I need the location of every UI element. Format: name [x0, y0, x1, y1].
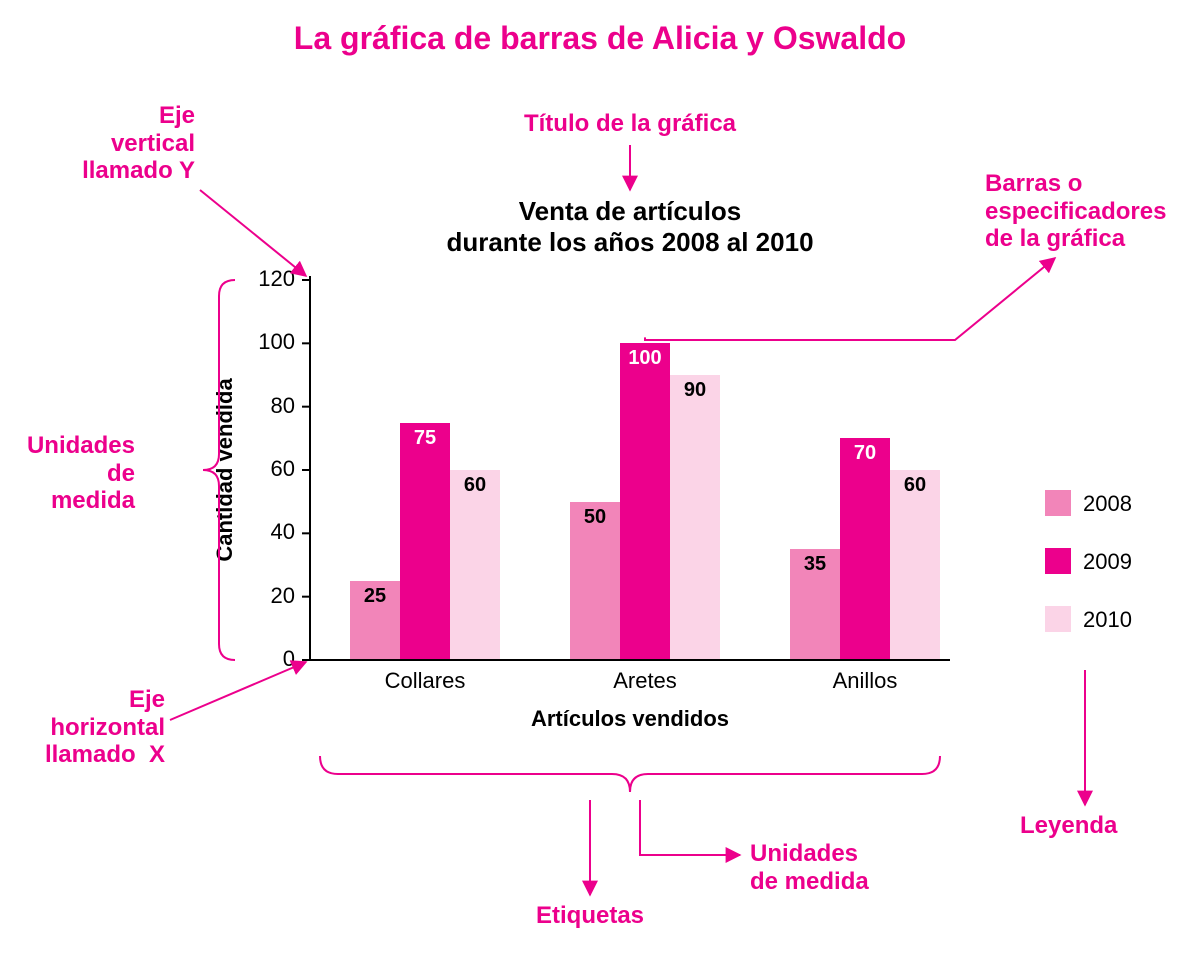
page-title: La gráfica de barras de Alicia y Oswaldo	[0, 20, 1200, 57]
legend-label: 2010	[1083, 607, 1132, 633]
bar	[400, 423, 450, 661]
bar-value-label: 90	[675, 379, 715, 402]
annotation-y-axis: Eje vertical llamado Y	[10, 102, 195, 185]
annotation-x-labels: Etiquetas	[490, 902, 690, 930]
legend-label: 2008	[1083, 491, 1132, 517]
legend-label: 2009	[1083, 549, 1132, 575]
y-tick-label: 40	[240, 519, 295, 545]
y-tick-label: 60	[240, 456, 295, 482]
chart-title-line1: Venta de artículos	[519, 196, 742, 226]
bar-value-label: 60	[455, 474, 495, 497]
stage: La gráfica de barras de Alicia y Oswaldo…	[0, 0, 1200, 961]
x-axis-label: Artículos vendidos	[310, 706, 950, 732]
annotation-x-axis: Eje horizontal llamado X	[0, 686, 165, 769]
y-tick-label: 120	[240, 266, 295, 292]
bar	[450, 470, 500, 660]
bar-value-label: 35	[795, 553, 835, 576]
bar-value-label: 100	[625, 347, 665, 370]
annotation-x-units: Unidades de medida	[750, 840, 930, 895]
y-tick-label: 100	[240, 329, 295, 355]
bar-value-label: 70	[845, 442, 885, 465]
x-category-label: Anillos	[795, 668, 935, 694]
y-axis-label: Cantidad vendida	[212, 378, 238, 561]
bar-value-label: 25	[355, 585, 395, 608]
chart-title-line2: durante los años 2008 al 2010	[446, 227, 813, 257]
bar-value-label: 60	[895, 474, 935, 497]
x-category-label: Collares	[355, 668, 495, 694]
y-tick-label: 20	[240, 583, 295, 609]
annotation-legend: Leyenda	[1020, 812, 1180, 840]
bar-value-label: 50	[575, 506, 615, 529]
legend-swatch	[1045, 606, 1071, 632]
legend-swatch	[1045, 490, 1071, 516]
annotation-bars: Barras o especificadores de la gráfica	[985, 170, 1195, 253]
y-tick-label: 80	[240, 393, 295, 419]
bar	[840, 438, 890, 660]
y-tick-label: 0	[240, 646, 295, 672]
bar-value-label: 75	[405, 427, 445, 450]
x-category-label: Aretes	[575, 668, 715, 694]
bar	[620, 343, 670, 660]
bar	[890, 470, 940, 660]
annotation-y-units: Unidades de medida	[0, 432, 135, 515]
bar	[670, 375, 720, 660]
annotation-chart-title: Título de la gráfica	[470, 110, 790, 138]
legend-swatch	[1045, 548, 1071, 574]
chart-title: Venta de artículos durante los años 2008…	[310, 196, 950, 258]
